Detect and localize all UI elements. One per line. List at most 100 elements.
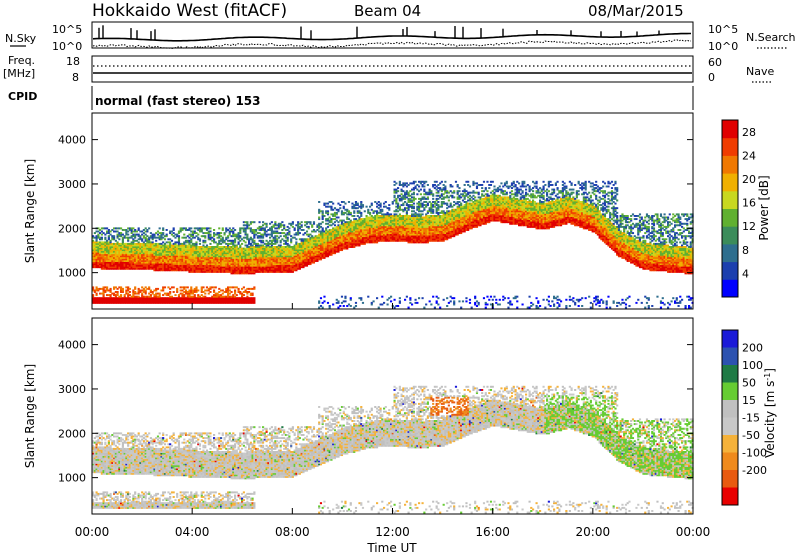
power-cell xyxy=(302,266,305,269)
power-cell xyxy=(269,261,272,264)
power-cell xyxy=(262,235,265,238)
power-cell xyxy=(190,264,193,267)
power-cell xyxy=(391,230,394,233)
power-cell xyxy=(128,253,131,256)
power-cell xyxy=(395,215,398,217)
power-cell xyxy=(376,216,379,219)
power-cell xyxy=(198,239,202,242)
power-cell xyxy=(272,232,275,235)
power-cell xyxy=(177,294,181,297)
power-cell xyxy=(198,252,202,255)
power-cell xyxy=(130,267,133,270)
power-cell xyxy=(125,289,128,292)
power-cell xyxy=(351,244,354,247)
power-cell xyxy=(188,255,191,258)
power-cell xyxy=(160,244,163,247)
power-cell xyxy=(300,239,303,242)
power-cell xyxy=(321,246,324,248)
power-cell xyxy=(197,252,200,255)
power-cell xyxy=(193,230,196,233)
power-cell xyxy=(335,236,338,239)
power-cell xyxy=(390,235,393,238)
power-cell xyxy=(344,221,347,224)
power-cell xyxy=(383,232,386,235)
power-cell xyxy=(360,202,363,205)
power-cell xyxy=(370,232,373,235)
power-cell xyxy=(116,236,119,239)
power-cell xyxy=(95,266,98,269)
power-cell xyxy=(179,258,182,261)
power-cell xyxy=(298,246,301,248)
power-cell xyxy=(321,218,324,221)
power-cell xyxy=(134,286,137,289)
power-cell xyxy=(311,258,314,261)
power-cell xyxy=(99,242,102,245)
power-cell xyxy=(249,256,252,259)
power-cell xyxy=(214,300,217,303)
power-cell xyxy=(100,252,103,255)
power-cell xyxy=(188,300,191,303)
power-cell xyxy=(347,224,351,227)
power-cell xyxy=(155,232,158,235)
power-cell xyxy=(190,238,193,241)
power-cell xyxy=(319,249,323,252)
power-cell xyxy=(225,236,228,239)
power-cell xyxy=(333,236,337,239)
power-cell xyxy=(379,232,382,235)
power-cell xyxy=(302,256,305,259)
power-cell xyxy=(328,247,331,250)
power-cell xyxy=(397,235,400,238)
power-cell xyxy=(195,242,198,245)
power-cell xyxy=(286,263,289,266)
power-cell xyxy=(202,239,205,242)
power-cell xyxy=(160,261,163,264)
power-cell xyxy=(165,235,168,238)
power-cell xyxy=(204,264,207,267)
power-cell xyxy=(214,266,217,269)
power-cell xyxy=(177,246,181,248)
power-cell xyxy=(228,242,231,245)
power-cell xyxy=(356,219,359,222)
power-cell xyxy=(111,297,114,300)
power-cell xyxy=(227,286,230,289)
power-cell xyxy=(99,258,102,261)
power-cell xyxy=(190,269,193,272)
power-cell xyxy=(209,301,212,304)
power-cell xyxy=(213,252,216,255)
power-cell xyxy=(253,270,256,273)
power-cell xyxy=(184,267,188,270)
power-cell xyxy=(241,267,244,270)
power-cell xyxy=(167,258,170,261)
power-cell xyxy=(302,250,305,253)
power-cell xyxy=(195,250,198,253)
power-cell xyxy=(179,229,182,231)
power-cell xyxy=(163,249,167,252)
power-cell xyxy=(200,300,203,303)
power-cell xyxy=(323,295,326,298)
power-cell xyxy=(156,236,160,239)
power-cell xyxy=(311,230,314,233)
power-cell xyxy=(156,250,160,253)
power-cell xyxy=(298,258,301,261)
power-cell xyxy=(102,232,105,235)
power-cell xyxy=(402,210,405,213)
power-cell xyxy=(402,197,405,200)
freq-label-line1: Freq. xyxy=(8,54,35,67)
power-cell xyxy=(384,224,387,227)
power-cell xyxy=(288,264,291,267)
power-cell xyxy=(162,253,165,256)
power-cell xyxy=(330,244,333,247)
power-cell xyxy=(290,266,293,269)
power-cell xyxy=(395,219,398,222)
power-cell xyxy=(335,250,338,253)
power-cell xyxy=(342,247,345,250)
power-cell xyxy=(288,244,291,247)
power-cell xyxy=(218,250,221,253)
plot-title: Hokkaido West (fitACF) xyxy=(92,1,287,21)
power-cell xyxy=(302,260,305,262)
power-cell xyxy=(365,239,368,242)
power-cell xyxy=(342,201,345,203)
power-cell xyxy=(367,232,370,235)
power-cell xyxy=(97,258,100,261)
power-cell xyxy=(307,263,310,266)
